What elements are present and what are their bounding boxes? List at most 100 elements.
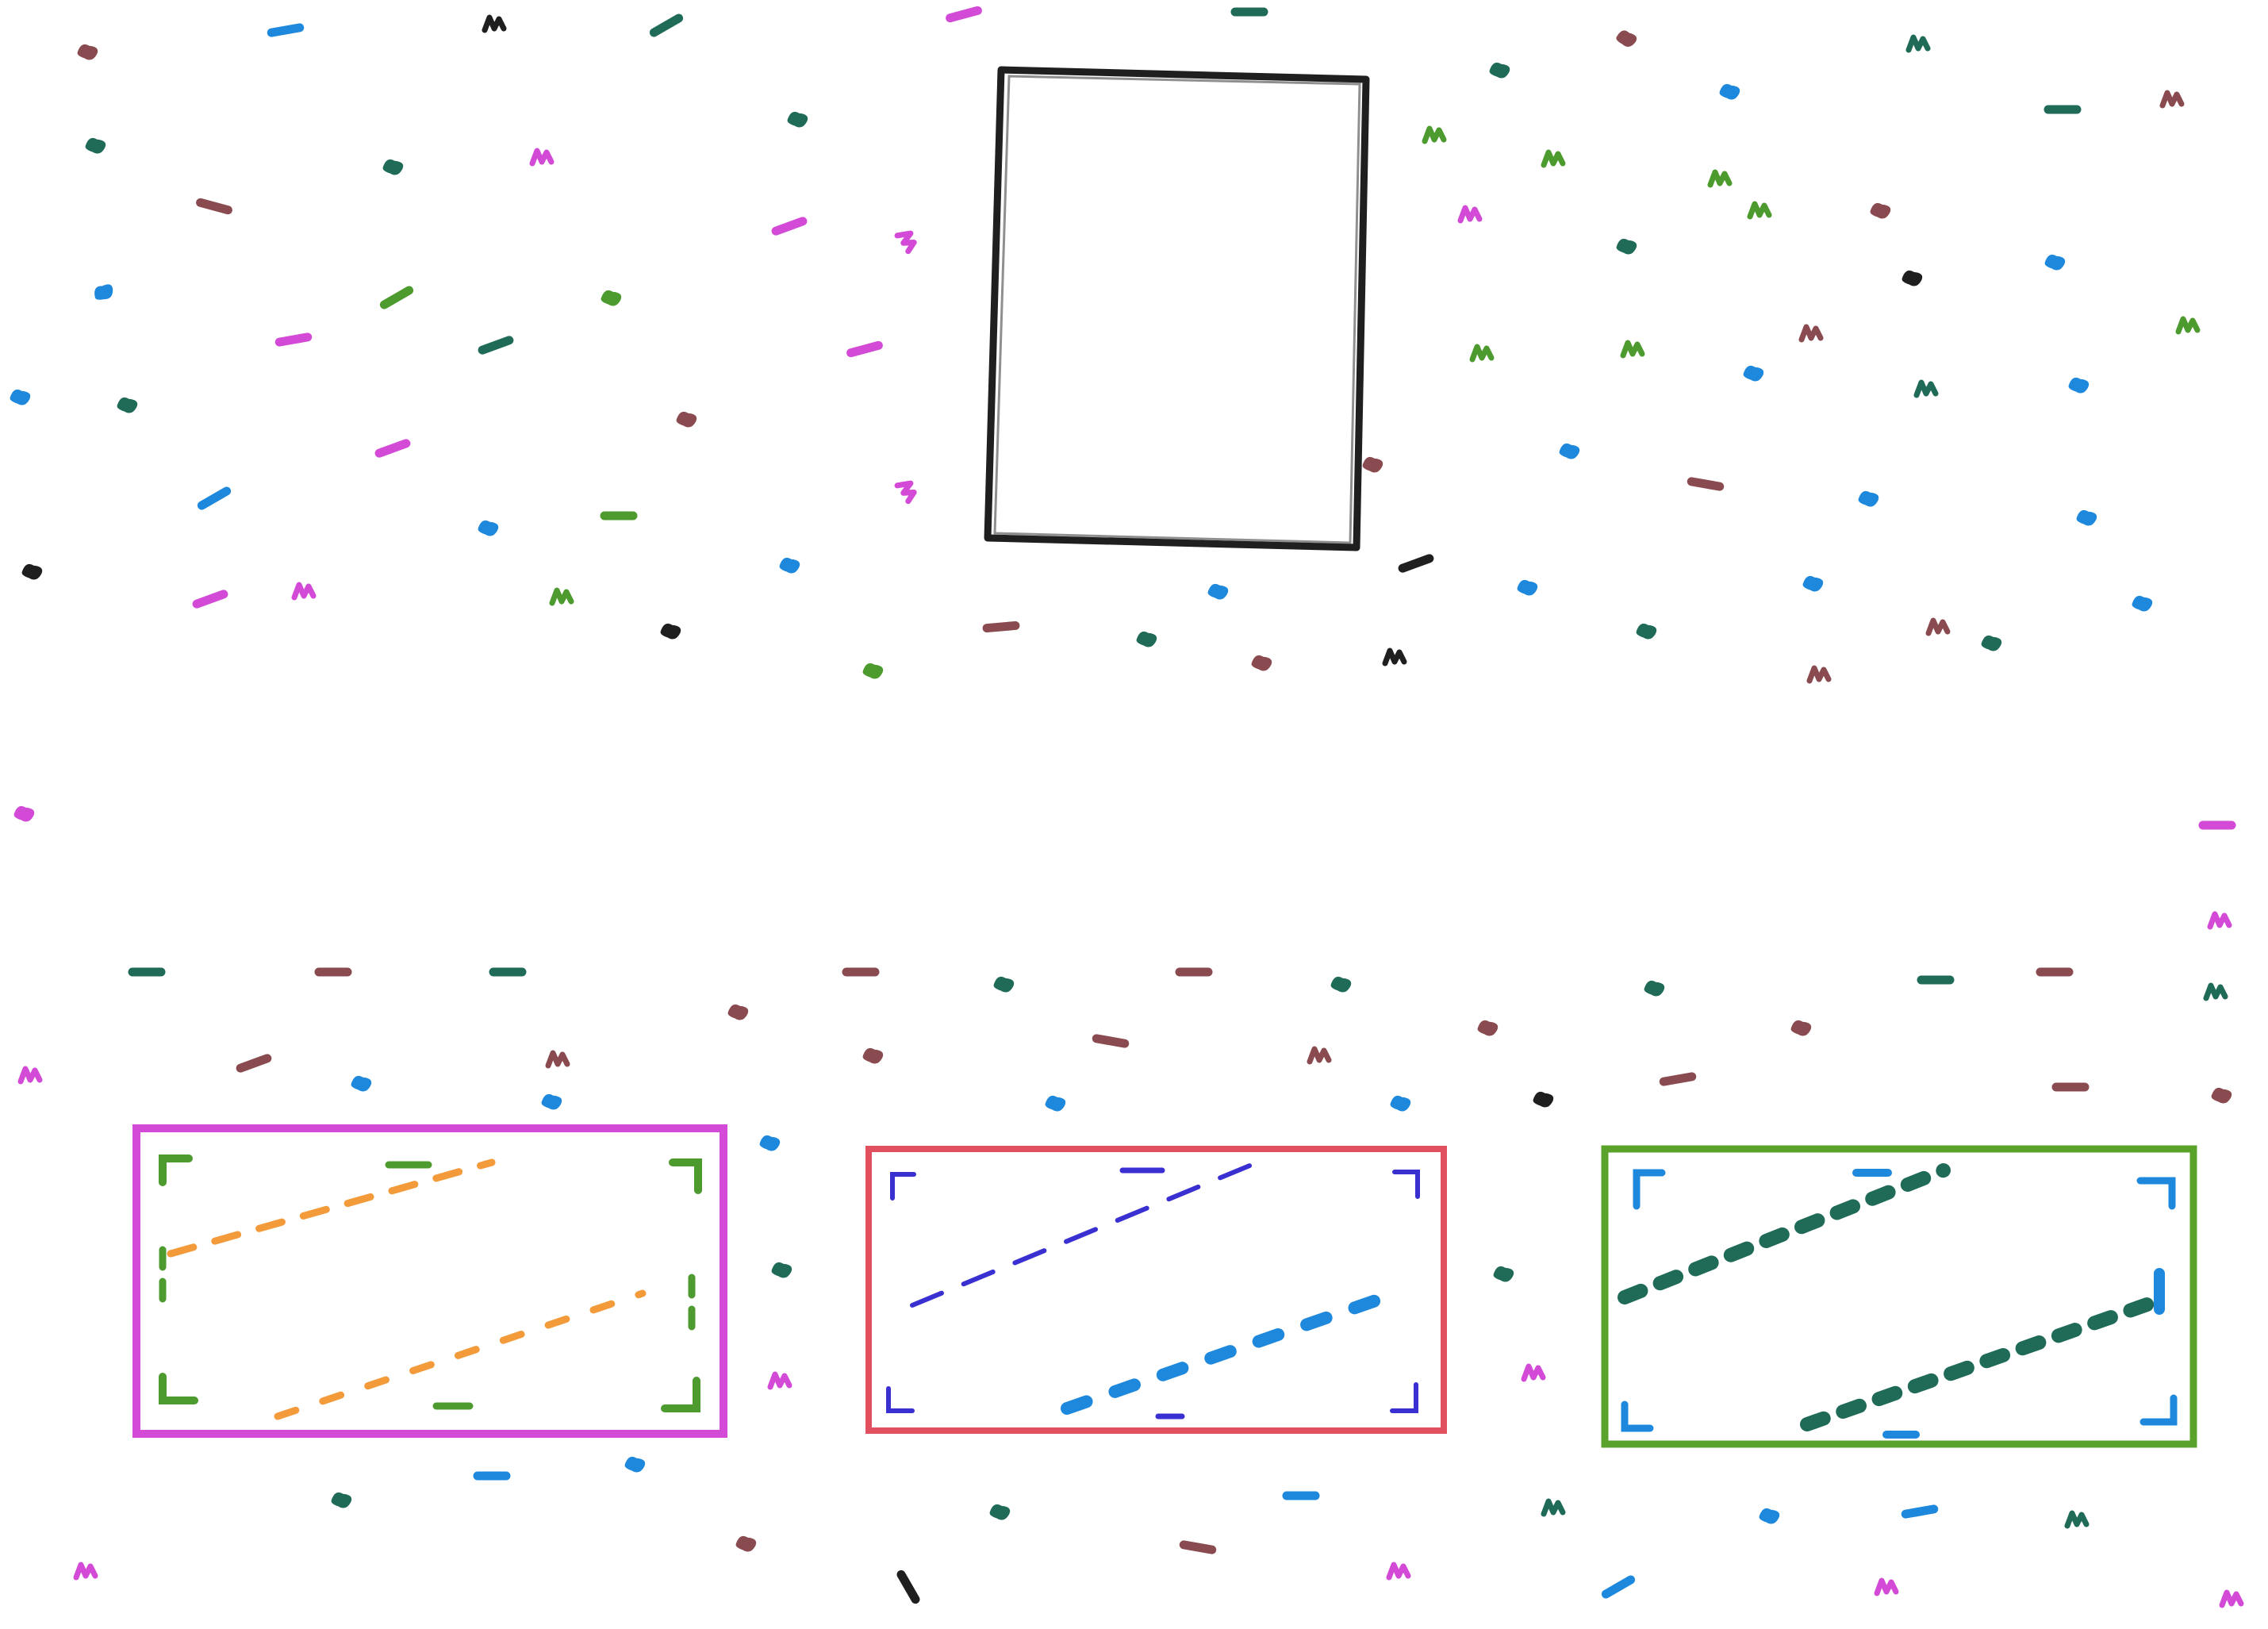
panel-middle-corner-top-left — [890, 1172, 916, 1201]
confetti-speck — [274, 332, 313, 347]
panel-middle — [865, 1146, 1447, 1434]
panel-left-corner-bottom-left — [159, 1373, 198, 1404]
confetti-speck — [894, 480, 917, 505]
confetti-speck — [1806, 665, 1832, 684]
confetti-speck — [2159, 90, 2185, 109]
confetti-speck — [759, 1135, 781, 1151]
confetti-speck — [1092, 1034, 1130, 1048]
confetti-speck — [1747, 201, 1772, 220]
confetti-speck — [1981, 635, 2002, 651]
confetti-speck — [549, 587, 574, 606]
confetti-speck — [1905, 34, 1931, 53]
panel-left-corner-top-left — [159, 1155, 193, 1186]
confetti-speck — [1489, 62, 1510, 79]
confetti-speck — [379, 286, 414, 309]
confetti-speck — [676, 411, 697, 428]
confetti-speck — [2076, 509, 2097, 526]
confetti-speck — [1902, 270, 1923, 286]
confetti-speck — [2064, 1510, 2090, 1529]
confetti-speck — [1541, 149, 1566, 168]
panel-middle-border — [865, 1146, 1447, 1434]
panel-middle-corner-bottom-right — [1390, 1382, 1418, 1413]
confetti-speck — [1616, 30, 1637, 47]
confetti-speck — [2068, 377, 2090, 394]
confetti-speck — [1045, 1095, 1066, 1112]
confetti-speck — [1901, 1504, 1939, 1519]
confetti-speck — [1521, 1363, 1546, 1382]
panel-right-dash-top — [1618, 1163, 1951, 1304]
confetti-speck — [1620, 340, 1645, 359]
confetti-speck — [771, 217, 808, 236]
panel-right-corner-top-left — [1633, 1169, 1666, 1210]
confetti-speck — [767, 1371, 792, 1390]
confetti-speck — [862, 1047, 884, 1064]
confetti-speck — [13, 805, 35, 822]
confetti-speck — [2175, 316, 2201, 335]
confetti-speck — [478, 520, 499, 536]
confetti-speck — [1422, 125, 1447, 144]
confetti-speck — [1790, 1020, 1812, 1036]
confetti-speck — [771, 1262, 792, 1278]
empty-window-frame-outline — [984, 66, 1370, 551]
confetti-speck — [197, 486, 232, 510]
confetti-speck — [10, 389, 31, 405]
panel-right-corner-bottom-left — [1621, 1400, 1654, 1432]
panel-right-border — [1601, 1145, 2197, 1448]
confetti-speck — [1517, 579, 1538, 596]
confetti-speck — [2219, 1589, 2244, 1608]
confetti-marks — [10, 6, 2244, 1608]
confetti-speck — [482, 14, 507, 33]
confetti-speck — [21, 563, 43, 580]
confetti-speck — [1457, 205, 1483, 224]
confetti-speck — [478, 336, 514, 355]
confetti-speck — [1659, 1072, 1697, 1086]
confetti-speck — [94, 284, 113, 300]
confetti-speck — [1251, 655, 1272, 671]
confetti-speck — [982, 620, 1020, 633]
confetti-speck — [1559, 443, 1580, 459]
confetti-speck — [1362, 456, 1383, 473]
panel-middle-corner-bottom-left — [886, 1386, 915, 1413]
empty-window-frame-inner-line — [993, 75, 1361, 544]
confetti-speck — [1179, 1540, 1217, 1554]
confetti-speck — [601, 290, 622, 306]
confetti-speck — [787, 111, 808, 128]
confetti-speck — [2211, 1087, 2232, 1104]
confetti-speck — [1469, 344, 1495, 363]
confetti-speck — [1913, 379, 1939, 398]
confetti-speck — [545, 1050, 570, 1069]
panel-right-corner-top-right — [2136, 1177, 2176, 1210]
confetti-speck — [1382, 647, 1407, 667]
confetti-speck — [862, 663, 884, 679]
panel-left-corner-bottom-right — [661, 1377, 700, 1412]
panel-left-dash-top — [167, 1158, 496, 1258]
confetti-speck — [1687, 477, 1725, 491]
confetti-speck — [1858, 490, 1879, 507]
confetti-speck — [2207, 911, 2232, 930]
confetti-speck — [779, 557, 800, 574]
panel-left — [132, 1124, 727, 1438]
confetti-speck — [1493, 1266, 1514, 1282]
confetti-speck — [117, 397, 138, 413]
confetti-speck — [993, 976, 1015, 993]
confetti-speck — [529, 148, 555, 167]
confetti-speck — [660, 623, 681, 640]
confetti-speck — [727, 1004, 749, 1020]
confetti-speck — [1541, 1498, 1566, 1517]
confetti-speck — [331, 1492, 352, 1508]
panel-middle-dash-bottom — [1061, 1287, 1403, 1415]
confetti-speck — [351, 1075, 372, 1092]
confetti-speck — [989, 1504, 1011, 1520]
confetti-speck — [735, 1535, 757, 1552]
panel-left-dash-bottom — [274, 1289, 647, 1420]
confetti-speck — [1330, 976, 1352, 993]
confetti-speck — [946, 6, 982, 23]
confetti-speck — [2203, 982, 2228, 1001]
confetti-speck — [649, 13, 684, 37]
confetti-speck — [1386, 1562, 1411, 1581]
confetti-speck — [236, 1054, 272, 1073]
panel-middle-corner-top-right — [1392, 1170, 1420, 1199]
confetti-speck — [2044, 254, 2066, 271]
confetti-speck — [1477, 1020, 1499, 1036]
confetti-speck — [1616, 238, 1637, 255]
